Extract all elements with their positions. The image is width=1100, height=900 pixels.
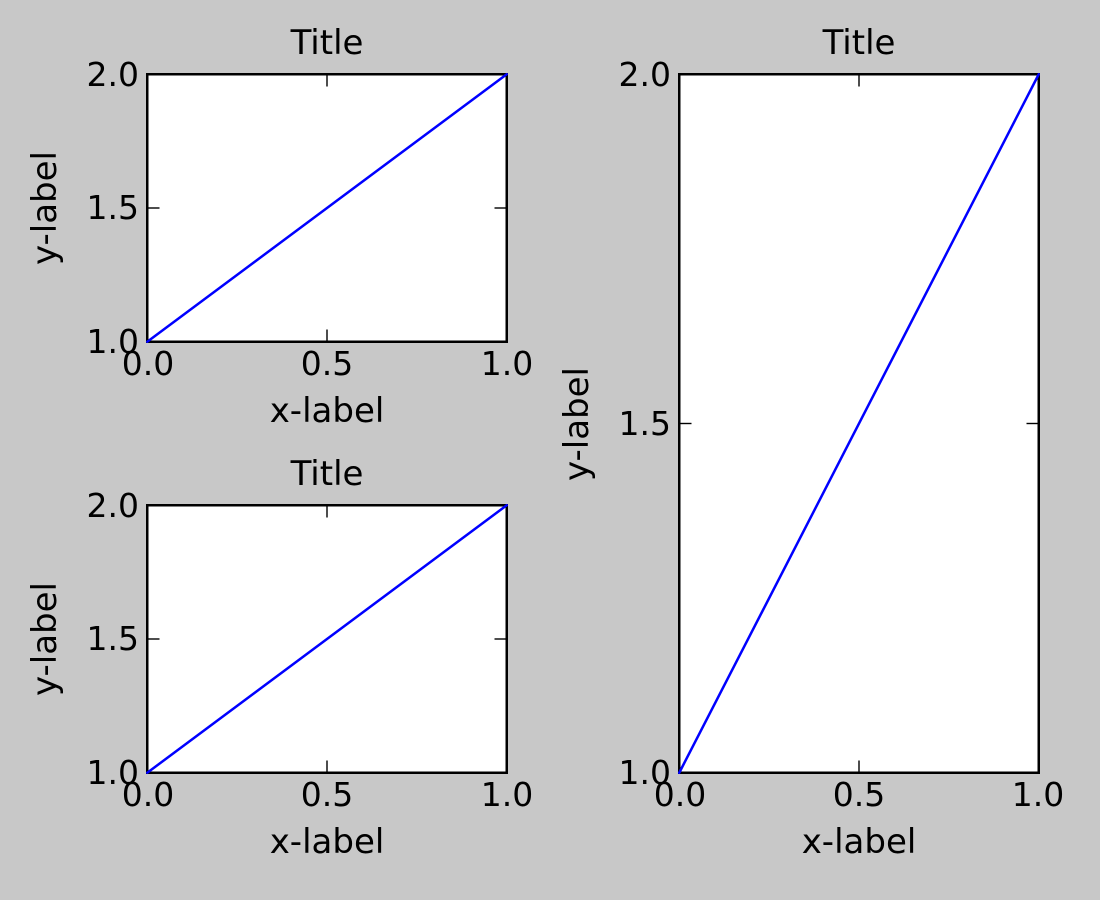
subplot-title: Title: [290, 23, 364, 63]
plot-area: [146, 504, 508, 774]
x-tick-label: 0.0: [121, 775, 175, 814]
x-axis-label: x-label: [269, 391, 385, 431]
plot-canvas: [146, 504, 508, 774]
x-tick-label: 0.5: [300, 344, 354, 383]
x-tick-label: 0.5: [300, 775, 354, 814]
y-tick-label: 2.0: [86, 486, 139, 525]
y-tick-label: 1.5: [86, 619, 139, 658]
y-tick-label: 1.5: [618, 404, 671, 443]
plot-canvas: [678, 73, 1040, 774]
plot-canvas: [146, 73, 508, 343]
plot-area: [678, 73, 1040, 774]
y-tick-label: 1.0: [86, 322, 139, 361]
plot-area: [146, 73, 508, 343]
x-tick-label: 0.0: [121, 344, 175, 383]
x-tick-label: 1.0: [480, 344, 534, 383]
y-tick-label: 1.0: [618, 753, 671, 792]
y-tick-label: 2.0: [618, 55, 671, 94]
y-tick-label: 2.0: [86, 55, 139, 94]
x-tick-label: 1.0: [480, 775, 534, 814]
x-axis-label: x-label: [269, 822, 385, 862]
x-tick-label: 0.5: [832, 775, 886, 814]
subplot-title: Title: [822, 23, 896, 63]
y-tick-label: 1.5: [86, 188, 139, 227]
y-tick-label: 1.0: [86, 753, 139, 792]
x-tick-label: 0.0: [653, 775, 707, 814]
x-tick-label: 1.0: [1011, 775, 1065, 814]
x-axis-label: x-label: [801, 822, 917, 862]
subplot-title: Title: [290, 454, 364, 494]
